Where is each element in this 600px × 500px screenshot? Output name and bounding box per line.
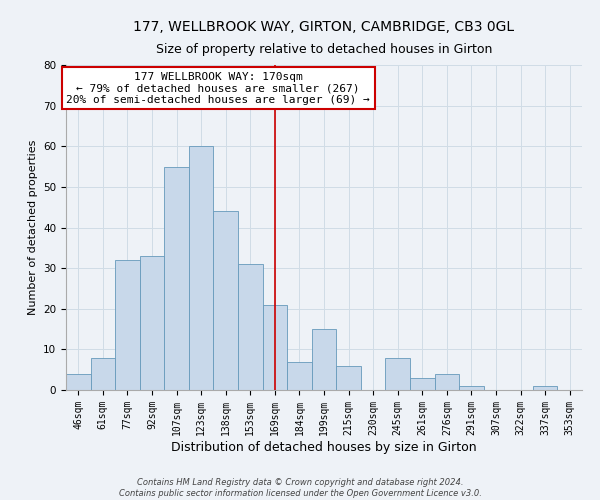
- Bar: [287, 362, 312, 390]
- X-axis label: Distribution of detached houses by size in Girton: Distribution of detached houses by size …: [171, 440, 477, 454]
- Y-axis label: Number of detached properties: Number of detached properties: [28, 140, 38, 315]
- Bar: [91, 358, 115, 390]
- Bar: [214, 211, 238, 390]
- Bar: [459, 386, 484, 390]
- Bar: [140, 256, 164, 390]
- Bar: [385, 358, 410, 390]
- Bar: [336, 366, 361, 390]
- Bar: [533, 386, 557, 390]
- Bar: [263, 304, 287, 390]
- Bar: [312, 329, 336, 390]
- Bar: [434, 374, 459, 390]
- Bar: [410, 378, 434, 390]
- Text: 177 WELLBROOK WAY: 170sqm
← 79% of detached houses are smaller (267)
20% of semi: 177 WELLBROOK WAY: 170sqm ← 79% of detac…: [67, 72, 370, 104]
- Bar: [238, 264, 263, 390]
- Bar: [164, 166, 189, 390]
- Bar: [115, 260, 140, 390]
- Bar: [66, 374, 91, 390]
- Bar: [189, 146, 214, 390]
- Text: Size of property relative to detached houses in Girton: Size of property relative to detached ho…: [156, 42, 492, 56]
- Text: 177, WELLBROOK WAY, GIRTON, CAMBRIDGE, CB3 0GL: 177, WELLBROOK WAY, GIRTON, CAMBRIDGE, C…: [133, 20, 515, 34]
- Text: Contains HM Land Registry data © Crown copyright and database right 2024.
Contai: Contains HM Land Registry data © Crown c…: [119, 478, 481, 498]
